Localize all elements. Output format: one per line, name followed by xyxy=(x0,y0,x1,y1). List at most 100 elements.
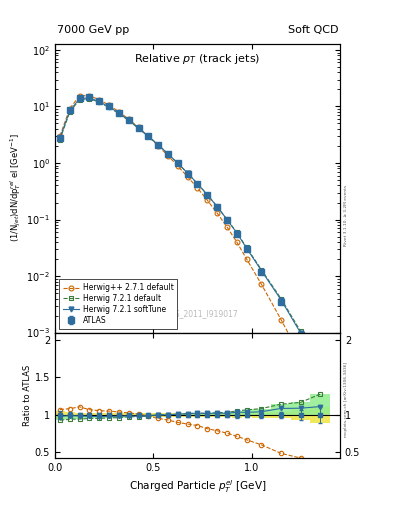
Herwig 7.2.1 default xyxy=(127,117,131,123)
Herwig++ 2.7.1 default xyxy=(107,102,112,109)
Herwig++ 2.7.1 default xyxy=(68,105,72,112)
Herwig 7.2.1 softTune xyxy=(166,151,171,157)
Herwig++ 2.7.1 default xyxy=(176,163,180,169)
Text: Rivet 3.1.10, ≥ 3.2M events: Rivet 3.1.10, ≥ 3.2M events xyxy=(344,184,348,246)
Herwig 7.2.1 softTune xyxy=(235,230,239,236)
Bar xyxy=(75,413,84,417)
Bar xyxy=(202,413,212,417)
Herwig 7.2.1 default xyxy=(68,109,72,115)
Bar xyxy=(193,413,202,417)
Line: Herwig 7.2.1 default: Herwig 7.2.1 default xyxy=(57,96,323,371)
Herwig 7.2.1 default xyxy=(244,244,249,250)
Bar xyxy=(291,402,310,415)
Herwig 7.2.1 softTune xyxy=(58,135,62,141)
Text: ATLAS_2011_I919017: ATLAS_2011_I919017 xyxy=(156,309,239,318)
Herwig 7.2.1 softTune xyxy=(156,142,161,148)
Herwig 7.2.1 default xyxy=(77,97,82,103)
Herwig 7.2.1 default xyxy=(279,295,283,302)
Bar xyxy=(271,404,291,415)
Herwig++ 2.7.1 default xyxy=(225,224,230,230)
Bar xyxy=(75,415,84,419)
Herwig++ 2.7.1 default xyxy=(185,174,190,180)
Bar xyxy=(153,413,163,417)
Herwig++ 2.7.1 default xyxy=(77,93,82,99)
Herwig 7.2.1 softTune xyxy=(205,191,210,198)
Herwig++ 2.7.1 default xyxy=(136,124,141,131)
Herwig++ 2.7.1 default xyxy=(146,134,151,140)
Herwig++ 2.7.1 default xyxy=(58,133,62,139)
Herwig 7.2.1 softTune xyxy=(117,110,121,116)
Herwig 7.2.1 softTune xyxy=(195,181,200,187)
Herwig 7.2.1 softTune xyxy=(97,98,102,104)
Bar xyxy=(212,413,222,417)
Bar xyxy=(310,407,330,423)
Bar xyxy=(242,410,252,415)
Bar xyxy=(252,409,271,415)
Herwig 7.2.1 softTune xyxy=(77,96,82,102)
Herwig++ 2.7.1 default xyxy=(156,143,161,149)
Herwig 7.2.1 softTune xyxy=(107,104,112,110)
Herwig++ 2.7.1 default xyxy=(87,93,92,99)
Herwig 7.2.1 default xyxy=(107,104,112,111)
Herwig 7.2.1 default xyxy=(117,111,121,117)
Bar xyxy=(202,414,212,415)
Herwig 7.2.1 softTune xyxy=(279,297,283,303)
Bar xyxy=(114,413,124,417)
Text: Soft QCD: Soft QCD xyxy=(288,25,339,35)
Bar xyxy=(183,413,193,417)
Bar xyxy=(232,412,242,417)
Herwig 7.2.1 softTune xyxy=(127,117,131,123)
Herwig++ 2.7.1 default xyxy=(235,239,239,245)
Herwig++ 2.7.1 default xyxy=(298,353,303,359)
Herwig 7.2.1 softTune xyxy=(318,369,323,375)
Herwig 7.2.1 default xyxy=(136,125,141,132)
Bar xyxy=(173,413,183,417)
Bar xyxy=(134,413,143,417)
Herwig++ 2.7.1 default xyxy=(205,197,210,203)
Herwig 7.2.1 softTune xyxy=(87,95,92,101)
Herwig++ 2.7.1 default xyxy=(244,256,249,262)
Bar xyxy=(143,415,153,416)
Herwig 7.2.1 default xyxy=(235,229,239,236)
Herwig 7.2.1 default xyxy=(205,191,210,198)
Herwig 7.2.1 default xyxy=(318,366,323,372)
Bar xyxy=(94,415,104,418)
Herwig 7.2.1 softTune xyxy=(225,217,230,223)
Bar xyxy=(242,412,252,417)
Herwig 7.2.1 default xyxy=(176,160,180,166)
Bar xyxy=(94,413,104,417)
Herwig 7.2.1 softTune xyxy=(298,330,303,336)
Bar xyxy=(65,412,75,417)
Text: mcplots.cern.ch [arXiv:1306.3436]: mcplots.cern.ch [arXiv:1306.3436] xyxy=(344,362,348,437)
Herwig++ 2.7.1 default xyxy=(318,395,323,401)
Bar xyxy=(310,394,330,415)
Bar xyxy=(193,413,202,415)
Bar xyxy=(252,412,271,418)
Herwig 7.2.1 default xyxy=(298,328,303,334)
X-axis label: Charged Particle $p^{el}_{T}$ [GeV]: Charged Particle $p^{el}_{T}$ [GeV] xyxy=(129,479,266,496)
Herwig 7.2.1 default xyxy=(225,216,230,222)
Herwig++ 2.7.1 default xyxy=(195,185,200,191)
Herwig 7.2.1 default xyxy=(215,203,220,209)
Bar xyxy=(84,413,94,417)
Herwig 7.2.1 softTune xyxy=(185,170,190,176)
Herwig 7.2.1 default xyxy=(195,181,200,187)
Y-axis label: Ratio to ATLAS: Ratio to ATLAS xyxy=(23,365,32,426)
Herwig 7.2.1 default xyxy=(185,170,190,176)
Bar xyxy=(124,413,134,417)
Bar xyxy=(222,413,232,415)
Text: 7000 GeV pp: 7000 GeV pp xyxy=(57,25,129,35)
Herwig 7.2.1 default xyxy=(156,142,161,148)
Text: Relative $p_T$ (track jets): Relative $p_T$ (track jets) xyxy=(134,52,261,66)
Y-axis label: (1/N$_{jet}$)dN/dp$^{rel}_{T}$ el [GeV$^{-1}$]: (1/N$_{jet}$)dN/dp$^{rel}_{T}$ el [GeV$^… xyxy=(9,134,24,243)
Herwig 7.2.1 default xyxy=(146,134,151,140)
Herwig++ 2.7.1 default xyxy=(166,153,171,159)
Herwig++ 2.7.1 default xyxy=(259,281,264,287)
Herwig 7.2.1 softTune xyxy=(136,125,141,131)
Herwig 7.2.1 softTune xyxy=(244,245,249,251)
Herwig 7.2.1 softTune xyxy=(176,160,180,166)
Herwig 7.2.1 softTune xyxy=(215,204,220,210)
Bar xyxy=(104,415,114,418)
Herwig 7.2.1 default xyxy=(87,96,92,102)
Herwig 7.2.1 softTune xyxy=(68,108,72,114)
